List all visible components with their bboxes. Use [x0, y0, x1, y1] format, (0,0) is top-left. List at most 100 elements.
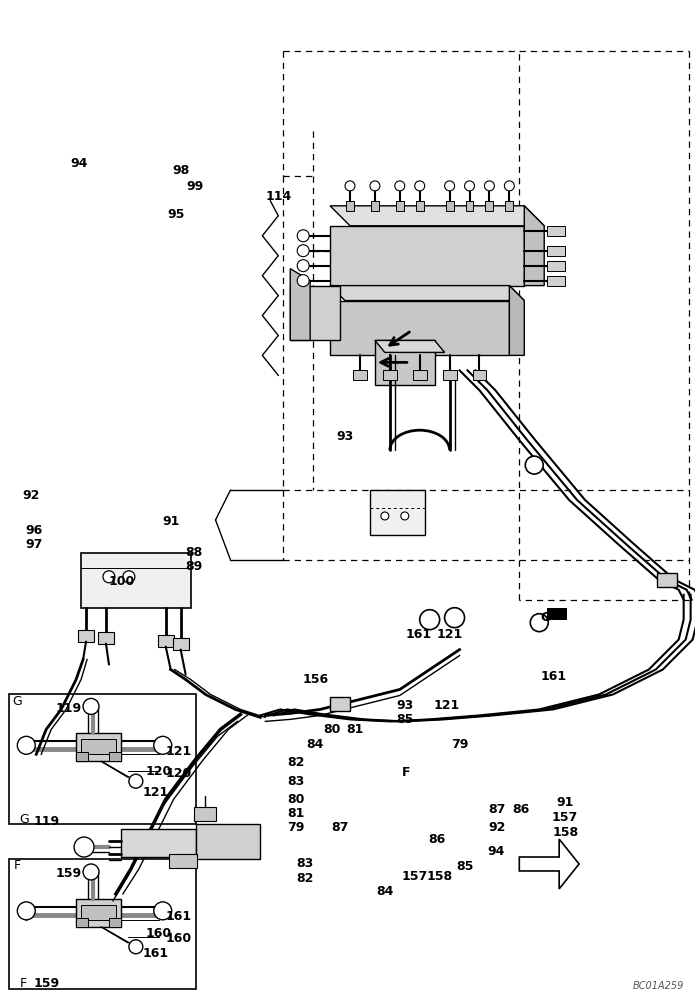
Polygon shape [330, 286, 524, 301]
Bar [81, 905, 116, 920]
Text: 161: 161 [406, 628, 432, 641]
Text: F: F [402, 766, 410, 779]
Bar [370, 490, 425, 535]
Text: 87: 87 [331, 821, 349, 834]
Bar [466, 201, 473, 211]
Text: 86: 86 [513, 803, 530, 816]
Text: F: F [14, 859, 21, 872]
Circle shape [103, 571, 115, 583]
Bar [158, 635, 174, 647]
Text: 94: 94 [70, 157, 88, 170]
Circle shape [395, 181, 405, 191]
Text: 160: 160 [166, 932, 192, 945]
Circle shape [17, 902, 35, 920]
Text: 81: 81 [287, 807, 305, 820]
Bar [346, 201, 354, 211]
Polygon shape [330, 226, 524, 286]
Circle shape [525, 456, 543, 474]
Bar [76, 733, 121, 761]
Circle shape [370, 181, 380, 191]
Bar [121, 829, 196, 857]
Text: G: G [19, 813, 29, 826]
Text: 159: 159 [56, 867, 82, 880]
Bar [76, 918, 88, 927]
Text: 80: 80 [324, 723, 341, 736]
Bar [443, 370, 457, 380]
Bar [547, 261, 565, 271]
Circle shape [464, 181, 475, 191]
Text: 159: 159 [33, 977, 59, 990]
Text: 92: 92 [22, 489, 40, 502]
Text: 158: 158 [427, 870, 452, 883]
Bar [109, 752, 121, 761]
Text: 95: 95 [167, 208, 184, 221]
Text: 157: 157 [402, 870, 428, 883]
Text: 79: 79 [451, 738, 468, 751]
Text: 93: 93 [396, 699, 413, 712]
Text: 91: 91 [162, 515, 180, 528]
Bar [413, 370, 427, 380]
Bar [81, 739, 116, 754]
Bar [9, 694, 196, 824]
Circle shape [154, 736, 172, 754]
Bar [657, 573, 677, 587]
Circle shape [381, 512, 389, 520]
Circle shape [83, 698, 99, 714]
Text: 161: 161 [540, 670, 567, 683]
Text: 120: 120 [166, 767, 192, 780]
Text: 80: 80 [287, 793, 305, 806]
Circle shape [401, 512, 409, 520]
Text: 81: 81 [347, 723, 363, 736]
Text: 88: 88 [185, 546, 203, 559]
Text: 119: 119 [33, 815, 59, 828]
Text: 100: 100 [109, 575, 135, 588]
Circle shape [505, 181, 514, 191]
Text: 121: 121 [434, 699, 460, 712]
Bar [383, 370, 397, 380]
Bar [78, 630, 94, 642]
Circle shape [345, 181, 355, 191]
Text: 87: 87 [489, 803, 506, 816]
Bar [196, 824, 260, 859]
Text: 83: 83 [296, 857, 314, 870]
Text: 85: 85 [396, 713, 413, 726]
Text: 82: 82 [287, 756, 305, 769]
Text: 121: 121 [436, 628, 463, 641]
Bar [547, 246, 565, 256]
Circle shape [415, 181, 425, 191]
Bar [473, 370, 487, 380]
Polygon shape [509, 286, 524, 355]
Circle shape [17, 736, 35, 754]
Bar [416, 201, 424, 211]
Text: 161: 161 [166, 910, 192, 923]
Circle shape [129, 774, 143, 788]
Text: 156: 156 [302, 673, 329, 686]
Circle shape [154, 902, 172, 920]
Text: 86: 86 [428, 833, 445, 846]
Text: 121: 121 [166, 745, 192, 758]
Bar [76, 899, 121, 927]
Bar [168, 854, 196, 868]
Circle shape [445, 181, 454, 191]
Text: 119: 119 [56, 702, 82, 715]
Text: 121: 121 [143, 786, 169, 799]
Circle shape [297, 260, 309, 272]
Text: 84: 84 [376, 885, 393, 898]
Circle shape [297, 230, 309, 242]
Bar [173, 638, 189, 650]
Text: BC01A259: BC01A259 [632, 981, 683, 991]
Text: 92: 92 [489, 821, 506, 834]
Polygon shape [330, 206, 544, 226]
Circle shape [484, 181, 494, 191]
Bar [396, 201, 404, 211]
Circle shape [123, 571, 135, 583]
Text: 160: 160 [145, 927, 172, 940]
Bar [109, 918, 121, 927]
Bar [445, 201, 454, 211]
Text: 99: 99 [186, 180, 203, 193]
Text: 114: 114 [265, 190, 292, 203]
Text: 83: 83 [287, 775, 305, 788]
Polygon shape [375, 340, 445, 352]
Text: 98: 98 [172, 164, 189, 177]
Text: 85: 85 [456, 860, 473, 873]
